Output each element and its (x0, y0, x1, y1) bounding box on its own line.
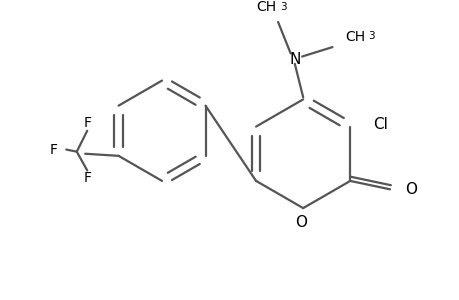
Text: CH: CH (344, 30, 364, 44)
Text: N: N (289, 52, 300, 67)
Text: O: O (404, 182, 416, 197)
Text: CH: CH (255, 0, 275, 14)
Text: F: F (83, 171, 91, 185)
Text: 3: 3 (367, 31, 374, 41)
Text: 3: 3 (280, 2, 286, 12)
Text: O: O (295, 215, 307, 230)
Text: Cl: Cl (372, 117, 387, 132)
Text: F: F (83, 116, 91, 130)
Text: F: F (50, 142, 58, 157)
